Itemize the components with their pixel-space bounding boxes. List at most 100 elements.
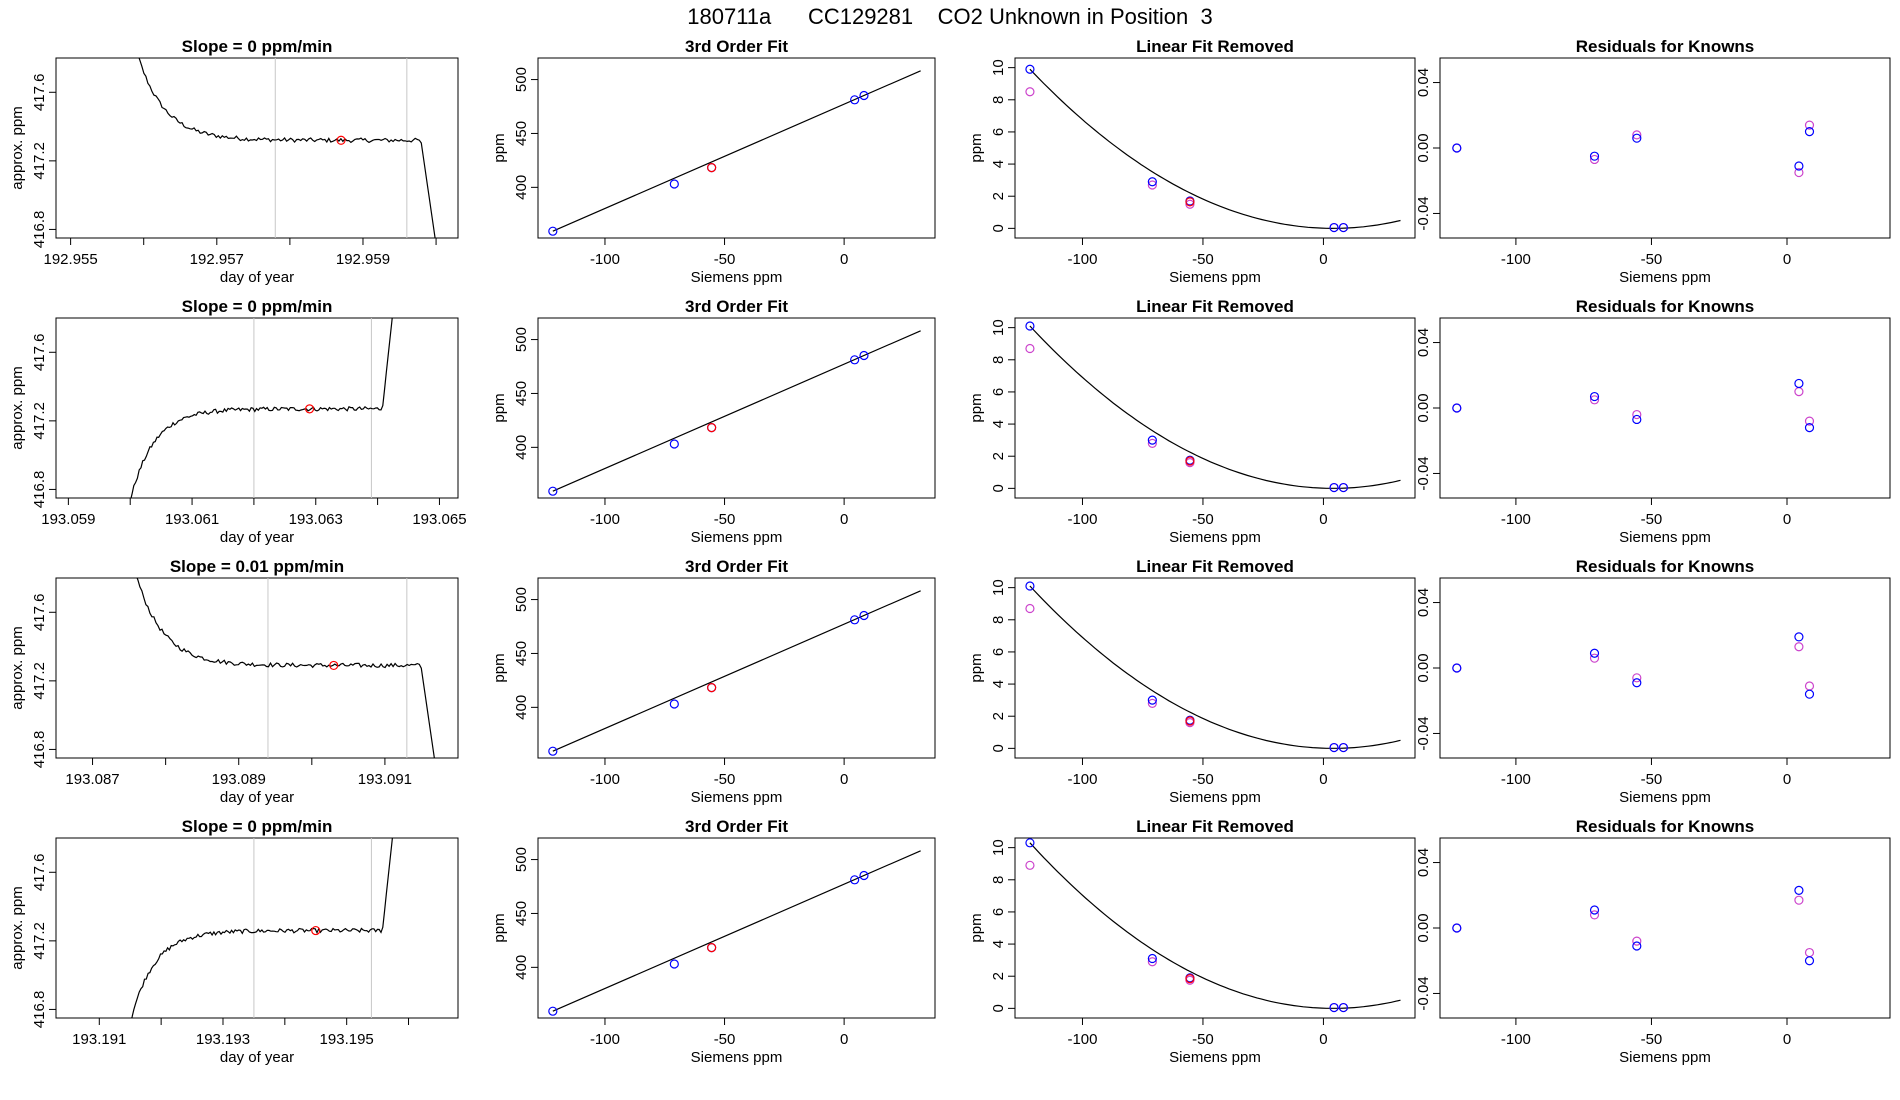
r3-fit-known-point bbox=[669, 699, 679, 709]
r3-timeseries-x-tick-label: 193.089 bbox=[212, 771, 266, 788]
r1-linear-removed-known-point bbox=[1338, 222, 1349, 233]
r4-residuals-plot-frame bbox=[1439, 837, 1891, 1019]
r3-timeseries-x-tick-label: 193.091 bbox=[358, 771, 412, 788]
r1-linear-removed-y-tick-label: 10 bbox=[990, 59, 1007, 76]
r3-residuals-x-tick-label: -100 bbox=[1501, 771, 1531, 788]
r1-timeseries-x-tick-label: 192.957 bbox=[190, 251, 244, 268]
r1-residuals-x-tick-label: -50 bbox=[1641, 251, 1663, 268]
r2-residuals-y-tick-label: 0.04 bbox=[1415, 328, 1432, 357]
r1-timeseries-y-tick-label: 417.2 bbox=[31, 142, 48, 180]
r3-linear-removed-plot-frame bbox=[1014, 577, 1416, 759]
r2-residuals-raw-residual-point bbox=[1632, 409, 1642, 420]
r3-linear-removed-y-axis-label: ppm bbox=[968, 653, 985, 682]
r3-fit-y-tick-label: 450 bbox=[513, 641, 530, 666]
r1-fit-known-point bbox=[859, 90, 869, 101]
r4-timeseries-marker-point bbox=[311, 925, 321, 936]
r1-linear-removed-raw-point bbox=[1025, 87, 1035, 97]
r2-fit-y-tick-label: 450 bbox=[513, 381, 530, 406]
r3-residuals-known-residual-point bbox=[1452, 663, 1462, 673]
r1-fit-x-axis-label: Siemens ppm bbox=[691, 269, 783, 286]
r3-residuals-y-tick-label: 0.00 bbox=[1415, 653, 1432, 682]
r2-timeseries-plot-frame bbox=[55, 317, 459, 499]
r1-residuals-raw-residual-point bbox=[1589, 154, 1600, 165]
r2-fit-x-axis-label: Siemens ppm bbox=[691, 529, 783, 546]
r4-linear-removed-x-tick-label: 0 bbox=[1319, 1031, 1327, 1048]
r2-linear-removed-y-tick-label: 8 bbox=[990, 356, 1007, 364]
r4-fit-known-point bbox=[850, 875, 860, 885]
r3-linear-removed-known-point bbox=[1025, 581, 1035, 591]
r2-linear-removed-y-tick-label: 2 bbox=[990, 452, 1007, 460]
r4-linear-removed-title: Linear Fit Removed bbox=[1136, 817, 1294, 836]
r2-residuals-known-residual-point bbox=[1794, 378, 1804, 389]
r2-linear-removed-raw-point bbox=[1147, 438, 1157, 448]
r4-fit-y-axis-label: ppm bbox=[491, 913, 508, 942]
r1-linear-removed-y-tick-label: 6 bbox=[990, 128, 1007, 136]
r2-residuals-x-tick-label: -100 bbox=[1501, 511, 1531, 528]
r2-fit-x-tick-label: -100 bbox=[590, 511, 620, 528]
r3-timeseries-trace-line bbox=[136, 578, 435, 758]
r3-linear-removed-y-tick-label: 6 bbox=[990, 648, 1007, 656]
r4-timeseries-y-tick-label: 417.2 bbox=[31, 922, 48, 960]
r2-residuals-raw-residual-point bbox=[1804, 416, 1815, 426]
r1-linear-removed-raw-point bbox=[1185, 199, 1195, 209]
r4-residuals-known-residual-point bbox=[1804, 956, 1815, 966]
r4-timeseries-title: Slope = 0 ppm/min bbox=[182, 817, 333, 836]
r2-linear-removed-y-tick-label: 10 bbox=[990, 319, 1007, 336]
r1-residuals-x-tick-label: 0 bbox=[1783, 251, 1791, 268]
r1-residuals-x-tick-label: -100 bbox=[1501, 251, 1531, 268]
r2-linear-removed-fit-curve bbox=[1029, 325, 1401, 489]
r2-fit-known-point bbox=[548, 486, 558, 496]
r3-residuals-raw-residual-point bbox=[1632, 673, 1642, 683]
r1-linear-removed-x-axis-label: Siemens ppm bbox=[1169, 269, 1261, 286]
r2-residuals-known-residual-point bbox=[1804, 423, 1815, 433]
r2-linear-removed-known-point bbox=[1338, 482, 1349, 493]
r4-linear-removed-y-tick-label: 8 bbox=[990, 876, 1007, 884]
r3-fit-y-axis-label: ppm bbox=[491, 653, 508, 682]
r2-linear-removed-raw-point bbox=[1025, 343, 1035, 354]
r2-linear-removed-plot-frame bbox=[1014, 317, 1416, 499]
r4-residuals-raw-residual-point bbox=[1632, 936, 1642, 946]
r3-linear-removed-unknown-point bbox=[1185, 716, 1195, 726]
r1-fit-y-axis-label: ppm bbox=[491, 133, 508, 162]
r3-linear-removed-raw-point bbox=[1147, 698, 1157, 708]
r2-fit-title: 3rd Order Fit bbox=[685, 297, 788, 316]
r1-linear-removed-y-tick-label: 2 bbox=[990, 192, 1007, 200]
r3-linear-removed-x-tick-label: -50 bbox=[1192, 771, 1214, 788]
r1-fit-x-tick-label: -100 bbox=[590, 251, 620, 268]
r4-residuals-raw-residual-point bbox=[1589, 910, 1600, 920]
r4-residuals-y-tick-label: 0.00 bbox=[1415, 913, 1432, 942]
r3-linear-removed-fit-curve bbox=[1029, 585, 1401, 749]
r2-linear-removed-y-tick-label: 4 bbox=[990, 420, 1007, 428]
r1-linear-removed-known-point bbox=[1025, 64, 1035, 74]
r2-fit-known-point bbox=[859, 350, 869, 361]
r2-fit-plot-frame bbox=[537, 317, 936, 499]
r2-linear-removed-y-tick-label: 0 bbox=[990, 484, 1007, 492]
r1-residuals-plot-frame bbox=[1439, 57, 1891, 239]
r1-linear-removed-y-tick-label: 8 bbox=[990, 96, 1007, 104]
r4-residuals-y-tick-label: 0.04 bbox=[1415, 848, 1432, 877]
r1-residuals-raw-residual-point bbox=[1632, 130, 1642, 140]
r4-linear-removed-y-tick-label: 10 bbox=[990, 839, 1007, 856]
r2-timeseries-y-tick-label: 417.2 bbox=[31, 402, 48, 440]
r1-residuals-raw-residual-point bbox=[1804, 120, 1815, 130]
r2-timeseries-x-tick-label: 193.063 bbox=[289, 511, 343, 528]
r2-linear-removed-known-point bbox=[1329, 482, 1339, 493]
r3-linear-removed-x-tick-label: -100 bbox=[1067, 771, 1097, 788]
r3-fit-x-axis-label: Siemens ppm bbox=[691, 789, 783, 806]
r2-residuals-x-tick-label: 0 bbox=[1783, 511, 1791, 528]
r4-fit-known-point bbox=[859, 870, 869, 881]
r3-fit-known-point bbox=[548, 746, 558, 756]
r2-linear-removed-y-tick-label: 6 bbox=[990, 388, 1007, 396]
r1-timeseries-title: Slope = 0 ppm/min bbox=[182, 37, 333, 56]
r4-timeseries-x-tick-label: 193.193 bbox=[196, 1031, 250, 1048]
r3-fit-x-tick-label: -100 bbox=[590, 771, 620, 788]
r3-linear-removed-known-point bbox=[1338, 742, 1349, 753]
r1-residuals-raw-residual-point bbox=[1794, 167, 1804, 178]
r4-linear-removed-known-point bbox=[1329, 1002, 1339, 1013]
r3-linear-removed-known-point bbox=[1329, 742, 1339, 753]
r4-residuals-title: Residuals for Knowns bbox=[1576, 817, 1755, 836]
r4-linear-removed-unknown-point bbox=[1185, 974, 1195, 984]
r4-residuals-x-axis-label: Siemens ppm bbox=[1619, 1049, 1711, 1066]
r1-fit-y-tick-label: 400 bbox=[513, 175, 530, 200]
